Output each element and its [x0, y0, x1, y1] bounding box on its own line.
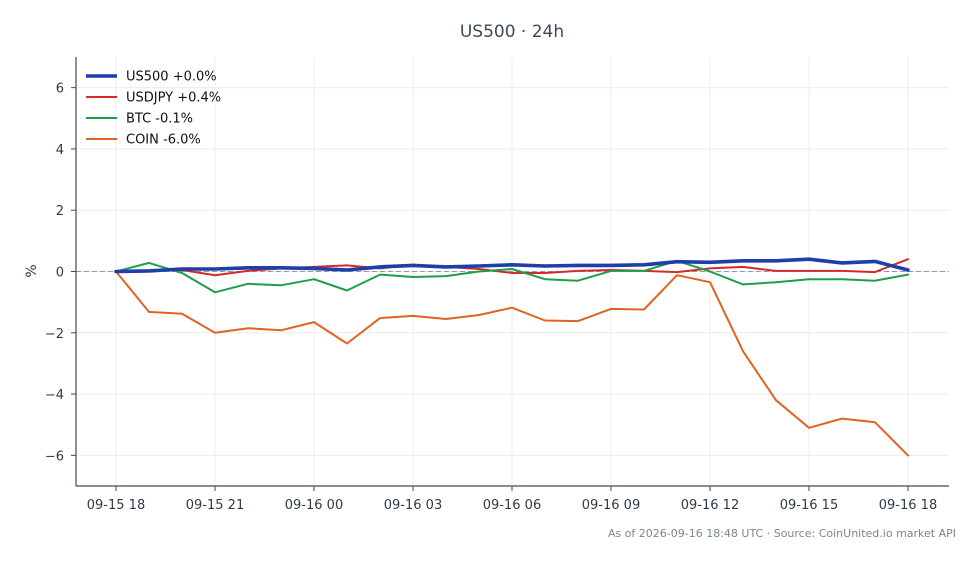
- series-line-0: [114, 257, 910, 274]
- y-tick-label: 0: [56, 266, 64, 281]
- x-tick-label: 09-16 03: [384, 498, 442, 513]
- x-tick-label: 09-15 18: [87, 498, 145, 513]
- y-tick-label: −6: [45, 449, 64, 464]
- x-tick-label: 09-16 15: [780, 498, 838, 513]
- series-line-2: [115, 259, 909, 294]
- series-line-3: [115, 270, 909, 457]
- y-tick-label: −4: [45, 388, 64, 403]
- legend-label-1: USDJPY +0.4%: [126, 91, 221, 106]
- footer-note: As of 2026-09-16 18:48 UTC · Source: Coi…: [608, 527, 956, 540]
- x-tick-label: 09-16 09: [582, 498, 640, 513]
- legend-label-0: US500 +0.0%: [126, 70, 217, 85]
- legend-label-3: COIN -6.0%: [126, 133, 201, 148]
- x-tick-label: 09-16 06: [483, 498, 541, 513]
- x-tick-label: 09-15 21: [186, 498, 244, 513]
- y-tick-label: 6: [56, 82, 64, 97]
- y-tick-label: 2: [56, 204, 64, 219]
- chart-title: US500 · 24h: [460, 22, 564, 42]
- legend: US500 +0.0% USDJPY +0.4% BTC -0.1% COIN -6.…: [86, 70, 221, 148]
- y-axis-ticks: −6 −4 −2 0 2 4 6: [45, 82, 76, 464]
- legend-label-2: BTC -0.1%: [126, 112, 193, 127]
- x-tick-label: 09-16 12: [681, 498, 739, 513]
- series-line-1: [115, 258, 909, 277]
- x-tick-label: 09-16 00: [285, 498, 343, 513]
- x-axis-ticks: 09-15 18 09-15 21 09-16 00 09-16 03 09-16 06…: [87, 486, 937, 513]
- y-tick-label: −2: [45, 327, 64, 342]
- y-tick-label: 4: [56, 143, 64, 158]
- series-layer: [114, 257, 910, 457]
- x-tick-label: 09-16 18: [879, 498, 937, 513]
- y-axis-label: %: [24, 264, 40, 277]
